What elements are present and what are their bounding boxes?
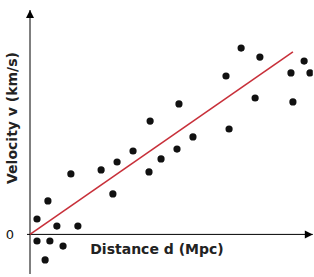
data-point: [252, 94, 259, 101]
y-tick: [27, 234, 30, 235]
chart: 0 Distance d (Mpc) Velocity v (km/s): [0, 0, 314, 277]
data-point: [256, 53, 263, 60]
data-point: [147, 118, 154, 125]
y-axis-label: Velocity v (km/s): [4, 52, 20, 184]
data-point: [173, 145, 180, 152]
x-axis-arrow: [305, 230, 313, 238]
data-point: [44, 197, 51, 204]
x-axis: [30, 234, 313, 235]
data-point: [225, 125, 232, 132]
data-point: [46, 237, 53, 244]
trend-line: [30, 52, 293, 235]
data-point: [113, 158, 120, 165]
data-point: [33, 237, 40, 244]
data-point: [287, 69, 294, 76]
data-point: [238, 44, 245, 51]
data-point: [175, 100, 182, 107]
data-point: [67, 170, 74, 177]
x-axis-label: Distance d (Mpc): [90, 241, 223, 257]
data-point: [222, 72, 229, 79]
data-point: [59, 242, 66, 249]
data-point: [289, 98, 296, 105]
data-point: [157, 155, 164, 162]
y-axis-arrow: [26, 10, 34, 18]
data-point: [42, 256, 49, 263]
data-point: [301, 57, 308, 64]
data-point: [74, 222, 81, 229]
data-point: [53, 222, 60, 229]
data-point: [129, 147, 136, 154]
data-point: [306, 69, 312, 76]
data-point: [189, 133, 196, 140]
data-point: [33, 215, 40, 222]
plot-area: [30, 44, 313, 263]
data-point: [98, 166, 105, 173]
y-tick-label: 0: [6, 227, 14, 242]
data-point: [109, 190, 116, 197]
data-point: [145, 168, 152, 175]
